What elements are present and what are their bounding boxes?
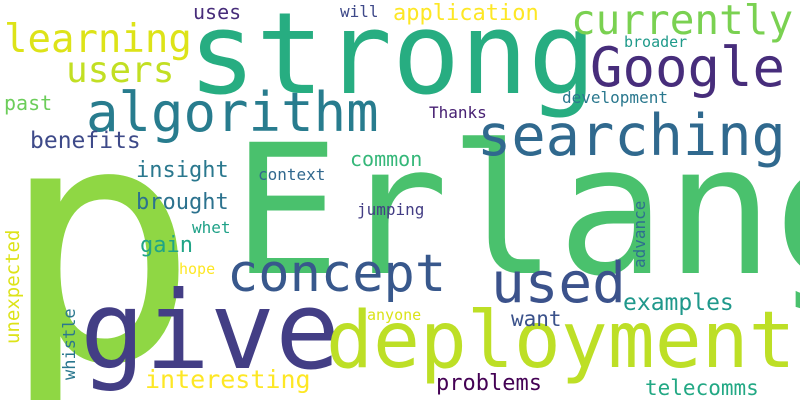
word-erlang: Erlang — [232, 107, 800, 316]
word-unexpected: unexpected — [2, 229, 24, 344]
word-advance: advance — [630, 200, 649, 268]
word-uses: uses — [193, 0, 242, 24]
word-context: context — [258, 165, 326, 184]
word-learning: learning — [4, 17, 192, 62]
word-give: give — [80, 269, 341, 394]
word-broader: broader — [624, 33, 688, 51]
word-examples: examples — [623, 290, 734, 316]
word-gain: gain — [140, 233, 193, 258]
word-searching: searching — [477, 103, 786, 169]
word-interesting: interesting — [145, 365, 311, 394]
word-will: will — [340, 2, 379, 21]
word-hope: hope — [179, 260, 216, 278]
word-insight: insight — [136, 158, 229, 183]
word-anyone: anyone — [367, 306, 422, 324]
word-whet: whet — [192, 218, 231, 237]
word-common: common — [350, 147, 423, 171]
word-benefits: benefits — [30, 128, 141, 154]
word-used: used — [491, 251, 626, 316]
word-application: application — [393, 1, 539, 26]
word-thanks: Thanks — [429, 103, 487, 122]
word-brought: brought — [136, 190, 229, 215]
word-currently: currently — [571, 0, 794, 44]
word-strong: strong — [188, 0, 597, 120]
word-google: Google — [590, 36, 786, 99]
word-development: development — [562, 88, 668, 107]
word-jumping: jumping — [357, 200, 425, 219]
word-algorithm: algorithm — [86, 81, 379, 144]
word-want: want — [511, 307, 562, 331]
word-problems: problems — [436, 371, 542, 396]
word-users: users — [66, 50, 175, 91]
word-deployment: deployment — [326, 296, 796, 386]
word-p: p — [0, 53, 199, 400]
word-concept: concept — [227, 244, 447, 304]
word-whistle: whistle — [60, 308, 80, 380]
word-past: past — [4, 91, 53, 115]
word-telecomms: telecomms — [645, 376, 759, 400]
